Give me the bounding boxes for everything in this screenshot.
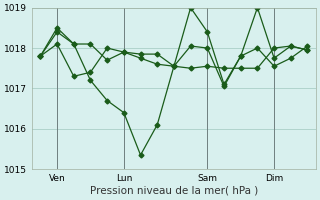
X-axis label: Pression niveau de la mer( hPa ): Pression niveau de la mer( hPa ) xyxy=(90,186,258,196)
